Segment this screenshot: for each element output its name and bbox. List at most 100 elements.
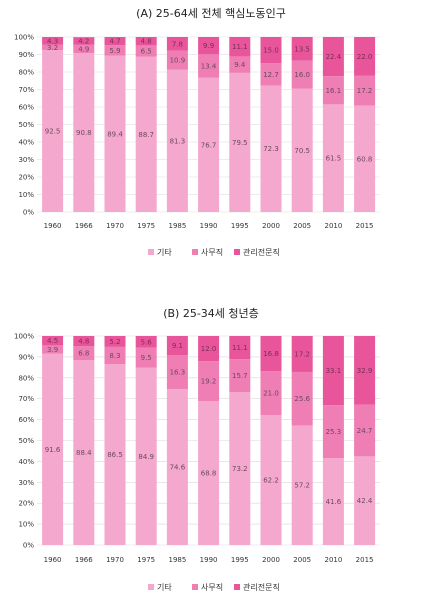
bar-segment (135, 56, 157, 213)
data-label: 81.3 (170, 137, 186, 145)
legend-label: 기타 (157, 248, 172, 257)
x-tick-label: 1975 (137, 556, 155, 564)
bar-segment (42, 50, 64, 212)
data-label: 15.7 (232, 372, 248, 380)
bar-segment (104, 37, 126, 46)
bar-segment (42, 44, 64, 51)
bar-segment (104, 346, 126, 365)
bar-segment (229, 72, 251, 212)
bar-segment (354, 404, 376, 457)
bar-segment (73, 53, 95, 212)
y-tick-label: 60% (18, 416, 34, 424)
data-label: 88.4 (76, 449, 92, 457)
data-label: 24.7 (357, 427, 373, 435)
data-label: 4.7 (109, 38, 120, 46)
legend-label: 관리전문직 (243, 247, 280, 257)
data-label: 3.9 (47, 346, 58, 354)
y-tick-label: 100% (14, 333, 34, 341)
bar-segment (104, 364, 126, 545)
bar-segment (354, 336, 376, 405)
x-tick-label: 1990 (200, 222, 218, 230)
bar-segment (73, 346, 95, 361)
legend-label: 사무직 (201, 582, 223, 592)
x-tick-label: 2000 (262, 222, 280, 230)
data-label: 13.4 (201, 63, 217, 71)
x-tick-label: 1985 (168, 556, 186, 564)
data-label: 3.2 (47, 44, 58, 52)
legend-swatch (234, 584, 240, 590)
data-label: 21.0 (263, 390, 279, 398)
data-label: 79.5 (232, 139, 248, 147)
y-tick-label: 10% (18, 191, 34, 199)
bar-segment (291, 425, 313, 545)
data-label: 6.8 (78, 350, 89, 358)
bar-segment (322, 37, 344, 77)
data-label: 86.5 (107, 451, 123, 459)
bar-segment (322, 405, 344, 459)
data-label: 90.8 (76, 129, 92, 137)
bar-segment (354, 105, 376, 212)
bar-segment (291, 371, 313, 426)
bar-segment (166, 336, 188, 356)
bar-segment (229, 359, 251, 393)
data-label: 74.6 (170, 464, 186, 472)
data-label: 16.1 (326, 87, 342, 95)
data-label: 25.6 (294, 395, 310, 403)
data-label: 22.0 (357, 53, 373, 61)
data-label: 42.4 (357, 497, 373, 505)
bar-segment (229, 37, 251, 57)
bar-segment (73, 44, 95, 54)
data-label: 91.6 (45, 446, 61, 454)
panel-a: (A) 25-64세 전체 핵심노동인구 0% 10% 20% 30% 40% 50% 60… (14, 7, 381, 257)
data-label: 9.5 (141, 354, 152, 362)
bar-segment (198, 37, 220, 55)
bar-segment (291, 88, 313, 212)
legend-swatch (234, 249, 240, 255)
bar-segment (135, 347, 157, 368)
x-tick-label: 1970 (106, 556, 124, 564)
bar-segment (73, 336, 95, 347)
data-label: 41.6 (326, 498, 342, 506)
bar-segment (229, 56, 251, 73)
x-tick-label: 2000 (262, 556, 280, 564)
data-label: 84.9 (138, 453, 154, 461)
x-tick-label: 2010 (324, 222, 342, 230)
bar-segment (291, 60, 313, 89)
legend-label: 관리전문직 (243, 582, 280, 592)
data-label: 7.8 (172, 40, 183, 48)
bar-segment (198, 77, 220, 213)
data-label: 17.2 (357, 87, 373, 95)
data-label: 4.3 (47, 37, 58, 45)
y-tick-label: 30% (18, 156, 34, 164)
bar-segment (291, 37, 313, 61)
data-label: 4.8 (78, 338, 89, 346)
data-label: 22.4 (326, 53, 342, 61)
bar-segment (260, 371, 282, 416)
bar-segment (322, 76, 344, 105)
bar-segment (322, 458, 344, 545)
bar-segment (166, 37, 188, 51)
data-label: 62.2 (263, 477, 279, 485)
x-tick-label: 1960 (44, 222, 62, 230)
bar-segment (104, 55, 126, 212)
data-label: 4.2 (78, 37, 89, 45)
data-label: 9.4 (234, 61, 246, 69)
bar-segment (291, 336, 313, 372)
data-label: 4.5 (47, 337, 58, 345)
data-label: 72.3 (263, 145, 279, 153)
bar-segment (260, 63, 282, 86)
bar-segment (135, 37, 157, 46)
legend-swatch (148, 249, 154, 255)
bar-segment (104, 45, 126, 56)
panel-b-title: (B) 25-34세 청년층 (163, 307, 259, 320)
x-tick-label: 1985 (168, 222, 186, 230)
y-tick-label: 80% (18, 374, 34, 382)
x-tick-label: 2015 (356, 222, 374, 230)
data-label: 5.2 (109, 338, 120, 346)
bar-segment (322, 104, 344, 212)
data-label: 9.9 (203, 42, 214, 50)
y-tick-label: 20% (18, 174, 34, 182)
y-tick-label: 80% (18, 69, 34, 77)
bar-segment (135, 336, 157, 348)
